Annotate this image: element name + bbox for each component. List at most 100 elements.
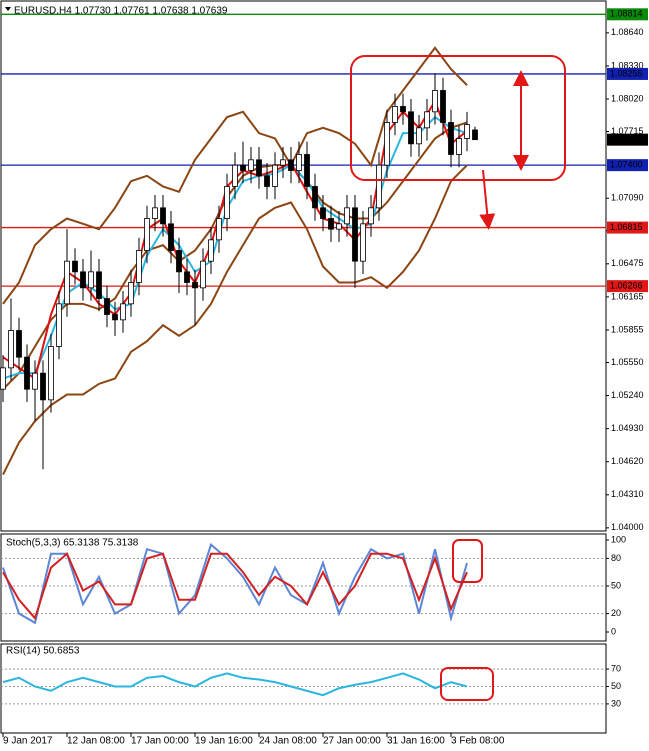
price-tag [607,8,648,21]
candle-body [440,90,446,123]
x-tick-label: 9 Jan 2017 [3,736,53,747]
candle-body [168,223,174,251]
price-tag [607,67,648,80]
candle-body [400,106,406,113]
y-tick-label: 1.04930 [611,423,644,433]
y-tick-label: 20 [611,608,621,618]
x-tick-label: 12 Jan 08:00 [67,736,125,747]
candle-body [456,138,462,155]
candle-body [312,186,318,209]
candle-body [472,129,478,141]
x-tick-label: 27 Jan 00:00 [323,736,381,747]
y-tick-label: 50 [611,580,621,590]
candle-body [392,106,398,123]
candle-body [240,164,246,171]
menu-triangle [5,7,11,11]
indicator-line [2,46,468,305]
y-tick-label: 0 [611,626,616,636]
candle-body [40,372,46,401]
y-tick-label: 1.05550 [611,357,644,367]
indicator-line [2,542,468,625]
candle-body [224,186,230,219]
stoch-panel [0,533,607,642]
price-tag [607,280,648,293]
candle-body [104,298,110,315]
price-tag-label: 1.06266 [610,281,643,291]
price-tag-label: 1.07400 [610,160,643,170]
y-tick-label: 1.05240 [611,390,644,400]
candle-body [424,111,430,129]
y-tick-label: 1.08640 [611,27,644,37]
candle-body [128,282,134,305]
candle-body [408,111,414,145]
candle-body [176,250,182,273]
y-tick-label: 1.04000 [611,522,644,532]
candle-body [48,346,54,401]
candle-body [184,271,190,283]
candle-body [192,282,198,289]
x-tick-label: 3 Feb 08:00 [451,736,505,747]
candle-body [264,175,270,187]
candle-body [256,159,262,177]
y-tick-label: 1.07715 [611,126,644,136]
y-tick-label: 1.06475 [611,258,644,268]
y-axis: 100 80 50 20 0 [606,534,626,636]
candle-body [8,330,14,369]
indicator-line [2,164,468,475]
candle-body [152,207,158,219]
candle-body [376,164,382,209]
candle-body [360,223,366,262]
y-tick-label: 1.04310 [611,489,644,499]
y-tick-label: 1.06165 [611,291,644,301]
candle-body [16,330,22,358]
rsi-panel [0,643,607,734]
candle-body [112,314,118,321]
x-tick-label: 31 Jan 16:00 [387,736,445,747]
candle-body [208,239,214,262]
candle-body [216,218,222,241]
candle-body [304,154,310,187]
candle-body [72,260,78,273]
candle-body [88,271,94,289]
panel-header: Stoch(5,3,3) 65.3138 75.3138 [6,538,139,549]
indicator-line [2,552,468,621]
candle-body [56,303,62,347]
x-tick-label: 17 Jan 00:00 [131,736,189,747]
indicator-line [2,672,468,697]
annotation-arrow [479,169,496,230]
y-tick-label: 80 [611,553,621,563]
x-tick-label: 24 Jan 08:00 [259,736,317,747]
y-tick-label: 1.04620 [611,456,644,466]
candle-body [64,260,70,305]
price-tag-label: 1.06815 [610,222,643,232]
price-tag-label: 1.08814 [610,9,643,19]
y-tick-label: 70 [611,663,621,673]
candle-body [352,207,358,262]
candle-body [120,303,126,321]
candle-body [24,356,30,390]
candle-body [320,207,326,219]
price-tag-label: 1.08255 [610,68,643,78]
y-tick-label: 100 [611,534,626,544]
candle-body [136,250,142,283]
candle-body [80,271,86,289]
candle-body [96,271,102,299]
candle-body [200,260,206,289]
candle-body [328,218,334,230]
candle-body [368,207,374,225]
annotation-box [452,539,483,583]
y-axis: 70 50 30 [606,663,621,708]
candle-body [432,90,438,113]
candle-body [32,372,38,390]
price-tag [607,159,648,172]
y-tick-label: 1.07090 [611,193,644,203]
candle-body [144,218,150,251]
candle-body [280,159,286,166]
candle-body [336,223,342,230]
x-tick-label: 19 Jan 16:00 [195,736,253,747]
candle-body [296,154,302,171]
candle-body [0,367,6,390]
price-tag [607,221,648,234]
